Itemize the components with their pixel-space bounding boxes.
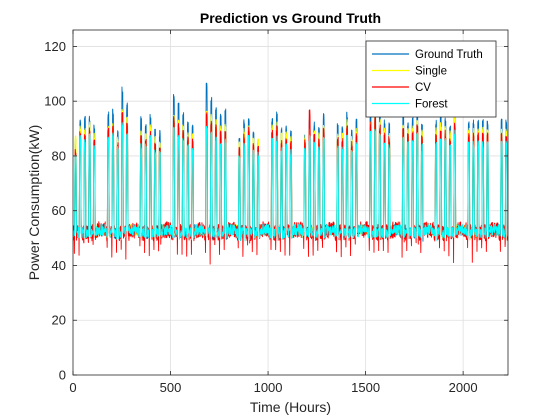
legend: Ground Truth Single CV Forest <box>365 40 497 118</box>
y-tick-label: 120 <box>44 39 66 54</box>
y-tick-label: 60 <box>52 203 66 218</box>
legend-label: Single <box>415 66 447 78</box>
y-tick-label: 80 <box>52 148 66 163</box>
y-tick-label: 100 <box>44 94 66 109</box>
x-tick-label: 2000 <box>449 380 478 395</box>
series-layer <box>73 82 508 265</box>
x-tick-label: 1500 <box>351 380 380 395</box>
x-tick-label: 500 <box>160 380 182 395</box>
legend-label: CV <box>415 82 431 94</box>
x-axis-label: Time (Hours) <box>250 399 331 415</box>
x-tick-label: 0 <box>69 380 76 395</box>
y-tick-label: 20 <box>52 313 66 328</box>
axis-ticks: 0 500 1000 1500 2000 0 20 40 60 80 100 120 <box>44 30 508 395</box>
y-tick-label: 0 <box>59 368 66 383</box>
legend-label: Forest <box>415 99 448 111</box>
legend-label: Ground Truth <box>415 49 483 61</box>
plot-border <box>72 29 509 376</box>
chart-title: Prediction vs Ground Truth <box>200 10 381 26</box>
y-tick-label: 40 <box>52 258 66 273</box>
series-line-forest <box>73 122 508 242</box>
y-axis-label: Power Consumption(kW) <box>26 125 42 281</box>
x-tick-label: 1000 <box>254 380 283 395</box>
